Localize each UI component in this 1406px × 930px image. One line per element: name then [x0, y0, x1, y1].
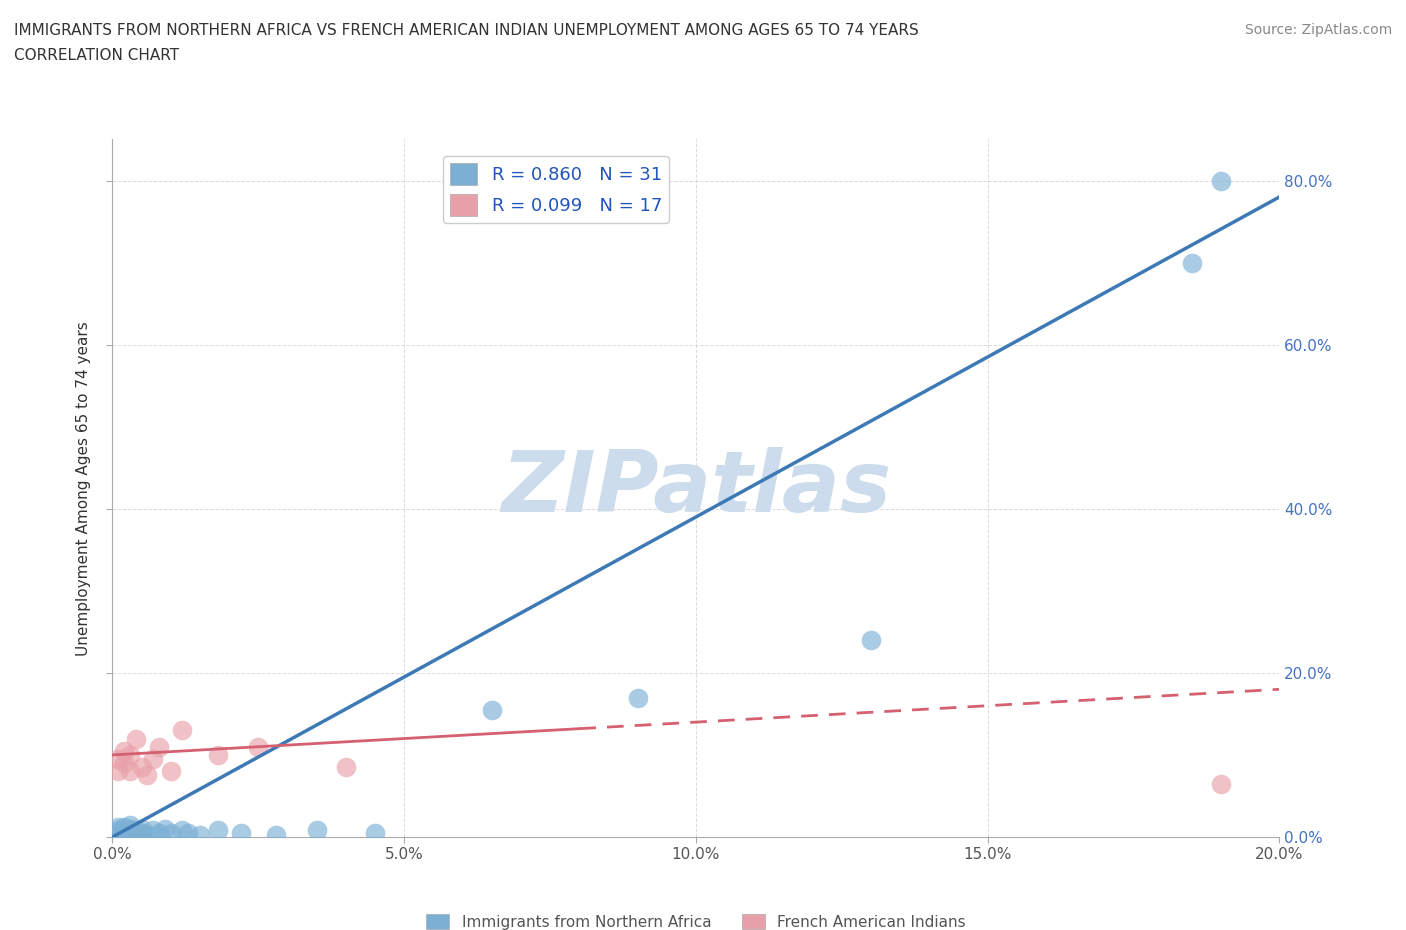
Point [112, 756, 135, 771]
Point [118, 748, 141, 763]
Point [118, 764, 141, 778]
Point [148, 826, 170, 841]
Point [136, 827, 159, 842]
Point [188, 827, 211, 842]
Point [118, 821, 141, 836]
Text: IMMIGRANTS FROM NORTHERN AFRICA VS FRENCH AMERICAN INDIAN UNEMPLOYMENT AMONG AGE: IMMIGRANTS FROM NORTHERN AFRICA VS FRENC… [14, 23, 918, 38]
Point [172, 823, 194, 838]
Point [142, 751, 165, 766]
Point [107, 823, 129, 838]
Point [1181, 255, 1204, 270]
Point [131, 826, 153, 841]
Point [626, 690, 648, 705]
Point [207, 823, 229, 838]
Point [364, 826, 387, 841]
Point [118, 817, 141, 832]
Point [247, 739, 270, 754]
Point [118, 826, 141, 841]
Point [107, 819, 129, 834]
Point [112, 743, 135, 758]
Point [160, 764, 183, 778]
Point [107, 751, 129, 766]
Point [229, 826, 252, 841]
Y-axis label: Unemployment Among Ages 65 to 74 years: Unemployment Among Ages 65 to 74 years [76, 321, 91, 656]
Point [481, 702, 503, 717]
Point [136, 768, 159, 783]
Point [125, 827, 148, 842]
Point [305, 823, 328, 838]
Point [153, 821, 176, 836]
Point [131, 760, 153, 775]
Point [1209, 173, 1232, 188]
Point [148, 739, 170, 754]
Point [207, 748, 229, 763]
Point [142, 823, 165, 838]
Point [859, 632, 883, 647]
Point [107, 764, 129, 778]
Text: ZIPatlas: ZIPatlas [501, 446, 891, 530]
Point [125, 823, 148, 838]
Point [177, 826, 200, 841]
Point [107, 826, 129, 841]
Point [131, 821, 153, 836]
Point [160, 826, 183, 841]
Point [264, 827, 287, 842]
Point [125, 731, 148, 746]
Text: CORRELATION CHART: CORRELATION CHART [14, 48, 179, 63]
Point [112, 819, 135, 834]
Point [112, 827, 135, 842]
Point [172, 723, 194, 737]
Point [335, 760, 357, 775]
Legend: Immigrants from Northern Africa, French American Indians: Immigrants from Northern Africa, French … [420, 908, 972, 930]
Point [112, 824, 135, 839]
Point [1209, 777, 1232, 791]
Text: Source: ZipAtlas.com: Source: ZipAtlas.com [1244, 23, 1392, 37]
